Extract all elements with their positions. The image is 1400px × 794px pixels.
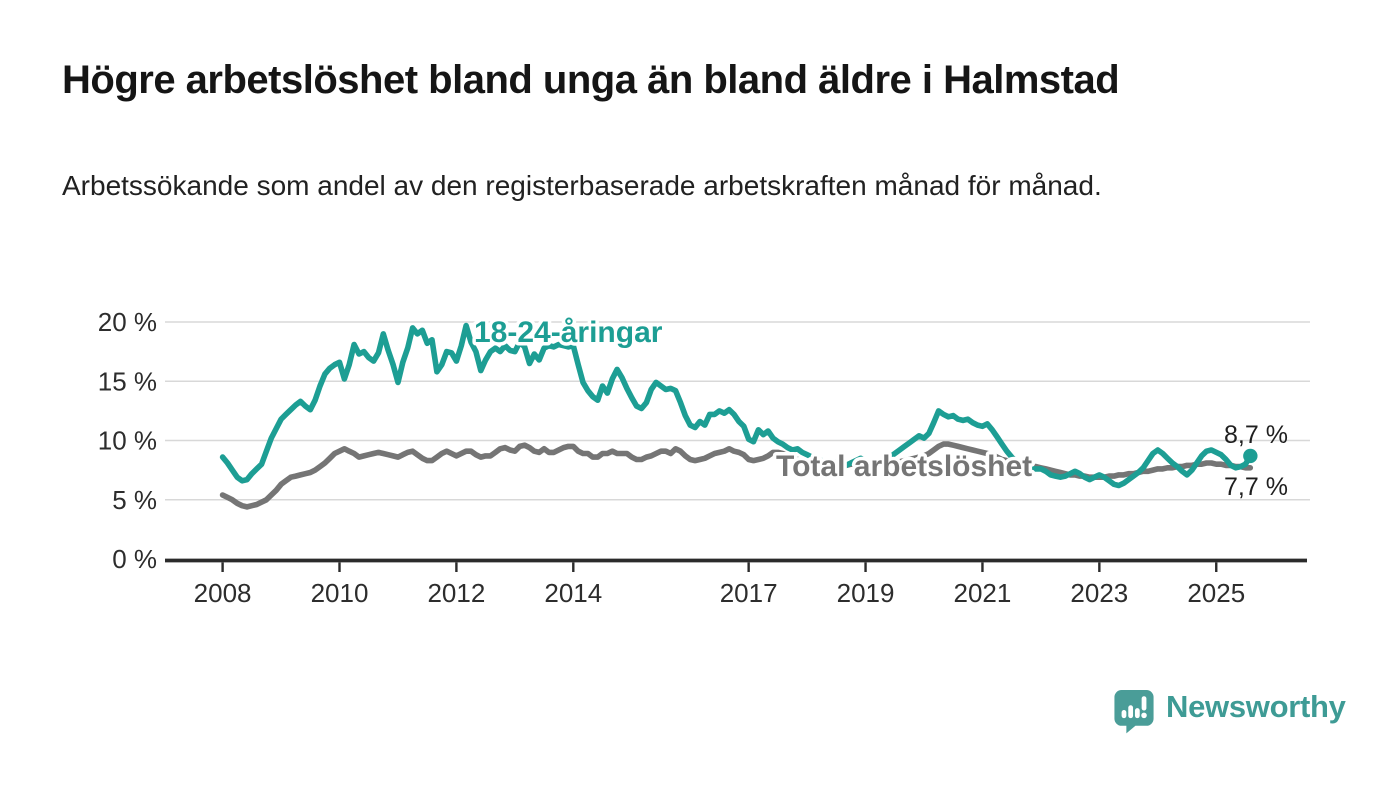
x-axis-label: 2014: [544, 578, 602, 608]
x-axis-label: 2025: [1187, 578, 1245, 608]
page-title: Högre arbetslöshet bland unga än bland ä…: [62, 58, 1120, 102]
latest-value-dot: [1243, 448, 1258, 464]
y-axis-label: 10 %: [98, 426, 157, 456]
brand-footer: Newsworthy: [1113, 687, 1346, 735]
series-line-youth: [219, 322, 1254, 489]
y-axis-label: 20 %: [98, 307, 157, 337]
series-line-total: [219, 441, 1254, 510]
newsworthy-logo-icon: [1114, 690, 1154, 734]
total-end-value-label: 7,7 %: [1224, 473, 1288, 501]
x-axis-label: 2019: [837, 578, 895, 608]
page-subtitle: Arbetssökande som andel av den registerb…: [62, 170, 1102, 201]
y-axis-label: 0 %: [112, 544, 157, 574]
x-axis-label: 2023: [1070, 578, 1128, 608]
series-label-total: Total arbetslöshet: [776, 450, 1032, 483]
x-axis-label: 2012: [427, 578, 485, 608]
youth-end-value-label: 8,7 %: [1224, 421, 1288, 449]
brand-name: Newsworthy: [1166, 689, 1346, 724]
x-axis-label: 2021: [954, 578, 1012, 608]
y-axis-label: 5 %: [112, 485, 157, 515]
x-axis-label: 2017: [720, 578, 778, 608]
series-label-youth: 18-24-åringar: [474, 316, 663, 349]
x-axis-label: 2008: [194, 578, 252, 608]
x-axis-label: 2010: [311, 578, 369, 608]
y-axis-label: 15 %: [98, 366, 157, 396]
